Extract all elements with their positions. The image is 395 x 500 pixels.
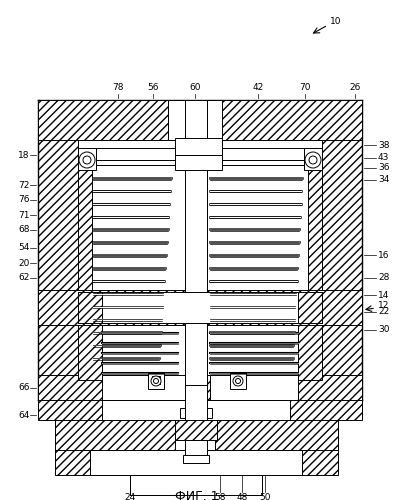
Bar <box>78 325 185 380</box>
Bar <box>82 148 318 160</box>
Bar <box>90 450 302 475</box>
Text: ФИГ. 1: ФИГ. 1 <box>175 490 219 500</box>
Text: 16: 16 <box>378 250 389 260</box>
Bar <box>185 100 207 385</box>
Text: 12: 12 <box>378 300 389 310</box>
Bar <box>207 165 318 370</box>
Bar <box>102 400 290 420</box>
Bar <box>230 373 246 389</box>
Text: 54: 54 <box>18 244 29 252</box>
Bar <box>78 292 102 323</box>
Text: 26: 26 <box>349 84 361 92</box>
Text: 64: 64 <box>18 410 29 420</box>
Bar <box>55 415 175 450</box>
Text: 40: 40 <box>394 84 395 92</box>
Bar <box>298 292 322 323</box>
Text: 60: 60 <box>189 84 201 92</box>
Bar <box>207 325 322 380</box>
Bar <box>183 455 209 463</box>
Circle shape <box>233 376 243 386</box>
Text: 10: 10 <box>330 18 342 26</box>
Bar <box>38 375 362 400</box>
Bar <box>78 292 322 323</box>
Bar <box>78 140 322 160</box>
Text: 58: 58 <box>214 494 226 500</box>
Bar <box>185 440 207 455</box>
Text: 62: 62 <box>18 274 29 282</box>
Text: 66: 66 <box>18 384 30 392</box>
Circle shape <box>151 376 161 386</box>
Bar <box>78 325 102 380</box>
Text: 71: 71 <box>18 210 30 220</box>
Text: 50: 50 <box>259 494 271 500</box>
Bar <box>130 475 262 495</box>
Bar <box>55 450 338 475</box>
Bar <box>82 165 185 370</box>
Text: 72: 72 <box>18 180 29 190</box>
Bar <box>298 325 322 380</box>
Text: 28: 28 <box>378 274 389 282</box>
Text: 48: 48 <box>236 494 248 500</box>
Text: 68: 68 <box>18 226 30 234</box>
Circle shape <box>154 378 158 384</box>
Bar <box>78 148 96 170</box>
Text: 42: 42 <box>252 84 263 92</box>
Text: 22: 22 <box>378 308 389 316</box>
Circle shape <box>83 156 91 164</box>
Bar <box>175 415 217 440</box>
Bar <box>78 165 92 370</box>
Bar <box>215 415 338 450</box>
Circle shape <box>235 378 241 384</box>
Text: 18: 18 <box>18 150 30 160</box>
Bar <box>185 385 207 420</box>
Bar <box>102 375 185 400</box>
Bar <box>175 155 222 170</box>
Bar <box>222 100 362 140</box>
Bar <box>185 100 207 148</box>
Text: 76: 76 <box>18 196 30 204</box>
Text: 43: 43 <box>378 154 389 162</box>
Text: 36: 36 <box>378 164 389 172</box>
Circle shape <box>309 156 317 164</box>
Bar <box>38 400 362 420</box>
Bar <box>38 100 168 140</box>
Text: 38: 38 <box>378 140 389 149</box>
Bar <box>210 375 298 400</box>
Bar <box>38 100 78 400</box>
Bar <box>175 138 222 155</box>
Text: 56: 56 <box>147 84 159 92</box>
Text: 14: 14 <box>378 290 389 300</box>
Circle shape <box>305 152 321 168</box>
Bar <box>38 100 362 140</box>
Bar <box>304 148 322 170</box>
Circle shape <box>79 152 95 168</box>
Text: 78: 78 <box>112 84 124 92</box>
Bar <box>168 100 222 140</box>
Bar <box>180 408 212 418</box>
Bar <box>130 475 262 495</box>
Bar <box>322 100 362 400</box>
Bar <box>38 290 362 325</box>
Bar <box>152 376 160 384</box>
Bar <box>148 373 164 389</box>
Text: 20: 20 <box>18 258 29 268</box>
Text: 24: 24 <box>124 494 135 500</box>
Text: 30: 30 <box>378 326 389 334</box>
Text: 34: 34 <box>378 176 389 184</box>
Text: 70: 70 <box>299 84 311 92</box>
Bar <box>308 165 322 370</box>
